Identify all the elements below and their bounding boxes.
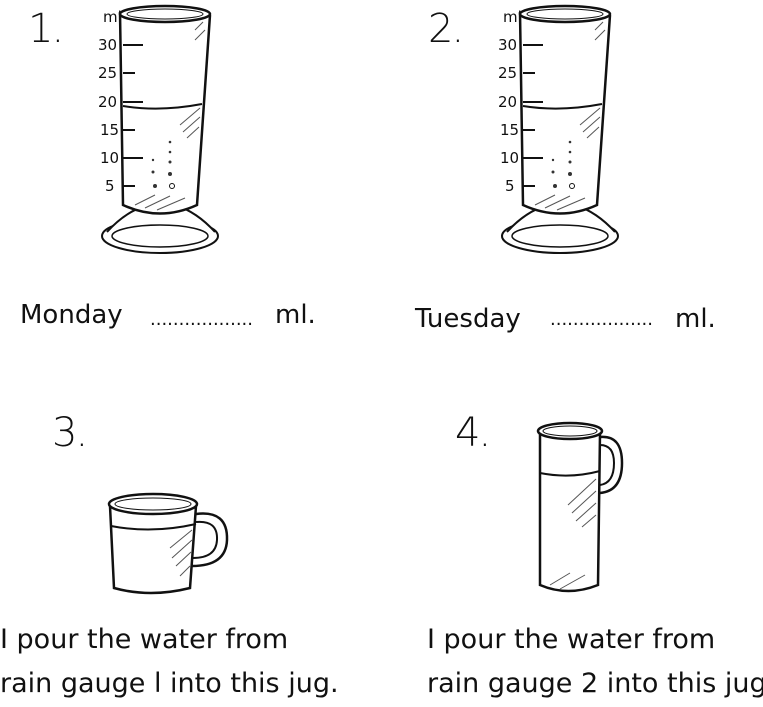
gauge-2-tick-10: 10 [500,149,519,167]
item-4-caption-line-1: I pour the water from [427,624,716,655]
item-1-answer-blank[interactable]: .................. [150,309,253,330]
item-2-day-label: Tuesday [415,304,521,334]
item-4-caption-line-2: rain gauge 2 into this jug. [427,668,763,699]
gauge-1-tick-20: 20 [98,93,117,111]
gauge-2-tick-25: 25 [498,64,517,82]
item-2-unit: ml. [675,304,716,334]
gauge-2-unit-label: ml [503,8,522,26]
mug-illustration [107,492,229,595]
jug-illustration [536,421,624,593]
item-2-number: 2. [428,6,464,52]
gauge-1-tick-30: 30 [98,36,117,54]
item-3-caption-line-2: rain gauge l into this jug. [0,668,339,699]
gauge-1-tick-15: 15 [100,121,119,139]
item-1-day-label: Monday [20,300,123,330]
item-4-caption: I pour the water from rain gauge 2 into … [427,618,763,706]
gauge-2-tick-20: 20 [498,93,517,111]
gauge-2-tick-30: 30 [498,36,517,54]
item-1-unit: ml. [275,300,316,330]
item-4-number: 4. [455,410,491,456]
gauge-1-unit-label: ml [103,8,122,26]
rain-gauge-2-illustration: ml 30 25 20 15 10 5 [498,4,619,254]
item-3-number: 3. [52,410,88,456]
gauge-1-tick-25: 25 [98,64,117,82]
gauge-2-tick-5: 5 [505,177,515,195]
item-3-caption-line-1: I pour the water from [0,624,289,655]
item-3-caption: I pour the water from rain gauge l into … [0,618,339,706]
gauge-1-tick-10: 10 [100,149,119,167]
gauge-2-tick-15: 15 [500,121,519,139]
rain-gauge-1-illustration: ml 30 25 20 15 10 5 [98,4,219,254]
item-2-answer-blank[interactable]: .................. [550,309,653,330]
item-1-number: 1. [28,6,64,52]
gauge-1-tick-5: 5 [105,177,115,195]
